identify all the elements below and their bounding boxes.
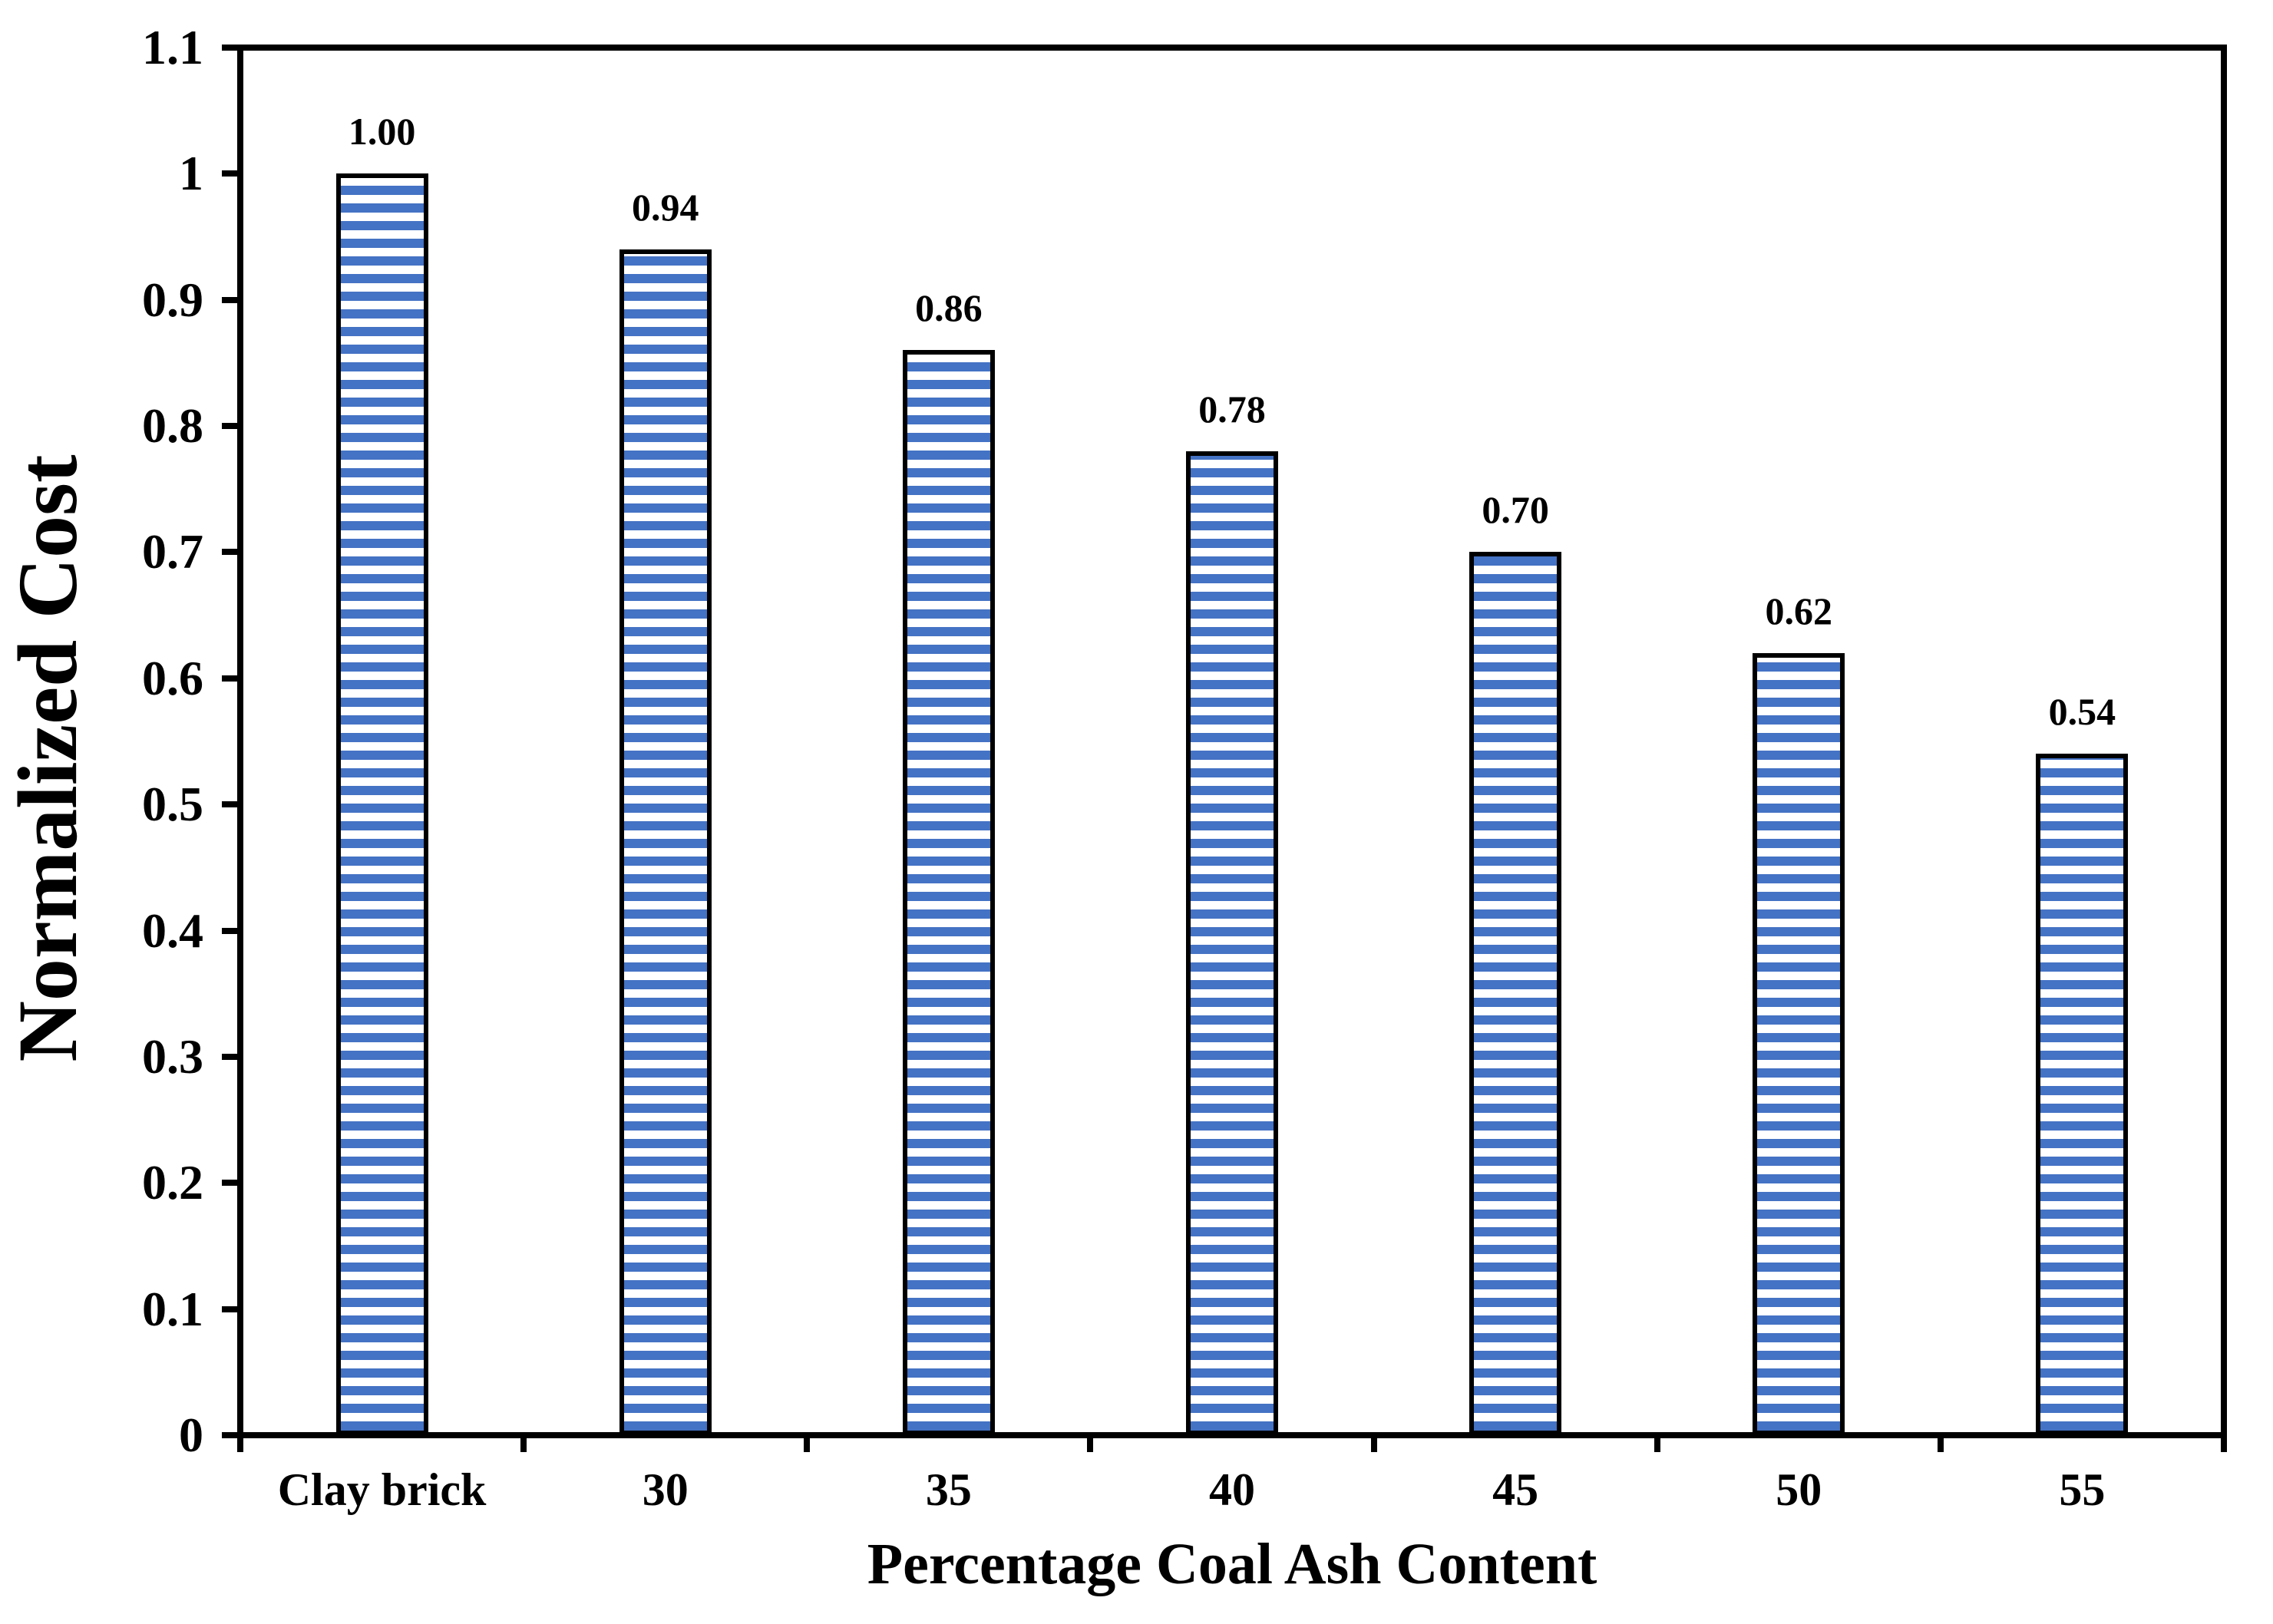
x-axis-title: Percentage Coal Ash Content — [867, 1532, 1597, 1596]
y-tick-label: 0.5 — [142, 777, 203, 832]
y-tick-label: 0.1 — [142, 1281, 203, 1336]
plot-area — [240, 48, 2224, 1435]
y-tick-label: 0.4 — [142, 903, 203, 958]
bar-clay-brick — [335, 173, 428, 1435]
bar-45 — [1469, 552, 1562, 1435]
x-category-label: 40 — [1209, 1464, 1255, 1515]
y-axis-tick — [222, 1432, 240, 1438]
bar-value-label: 0.54 — [2048, 690, 2116, 734]
x-category-label: 55 — [2059, 1464, 2106, 1515]
x-axis-tick — [1937, 1435, 1944, 1452]
bar-55 — [2036, 754, 2129, 1435]
y-axis-tick — [222, 423, 240, 430]
y-axis-tick — [222, 549, 240, 556]
bar-value-label: 0.70 — [1482, 488, 1549, 532]
y-axis-tick — [222, 1180, 240, 1187]
y-axis-tick — [222, 1305, 240, 1312]
y-axis-tick — [222, 1053, 240, 1060]
x-category-label: 50 — [1776, 1464, 1822, 1515]
x-axis-tick — [520, 1435, 527, 1452]
y-tick-label: 1.1 — [142, 20, 203, 74]
bar-value-label: 0.86 — [915, 286, 983, 330]
y-tick-label: 0.2 — [142, 1155, 203, 1210]
x-category-label: 35 — [925, 1464, 972, 1515]
bar-value-label: 0.78 — [1198, 387, 1266, 431]
y-axis-tick — [222, 45, 240, 51]
bar-40 — [1186, 451, 1278, 1435]
x-category-label: 30 — [642, 1464, 689, 1515]
bar-value-label: 0.94 — [631, 185, 699, 229]
bar-35 — [902, 350, 995, 1435]
x-axis-tick — [804, 1435, 811, 1452]
x-category-label: 45 — [1492, 1464, 1539, 1515]
x-category-label: Clay brick — [277, 1464, 487, 1515]
bar-50 — [1753, 652, 1845, 1435]
y-tick-label: 0 — [179, 1408, 203, 1462]
y-axis-tick — [222, 927, 240, 934]
x-axis-tick — [2221, 1435, 2227, 1452]
y-tick-label: 0.8 — [142, 398, 203, 454]
x-axis-tick — [1654, 1435, 1660, 1452]
y-tick-label: 1 — [179, 146, 203, 201]
y-axis-tick — [222, 675, 240, 682]
y-axis-title: Normalized Cost — [1, 454, 94, 1062]
y-axis-tick — [222, 296, 240, 303]
y-tick-label: 0.9 — [142, 272, 203, 327]
y-tick-label: 0.3 — [142, 1028, 203, 1084]
x-axis-tick — [1087, 1435, 1094, 1452]
bar-value-label: 0.62 — [1765, 589, 1833, 632]
y-axis-tick — [222, 801, 240, 808]
bar-30 — [619, 249, 712, 1435]
y-axis-tick — [222, 170, 240, 177]
y-tick-label: 0.6 — [142, 650, 203, 705]
x-axis-tick — [237, 1435, 243, 1452]
y-tick-label: 0.7 — [142, 524, 203, 579]
bar-value-label: 1.00 — [348, 110, 416, 153]
x-axis-tick — [1370, 1435, 1377, 1452]
